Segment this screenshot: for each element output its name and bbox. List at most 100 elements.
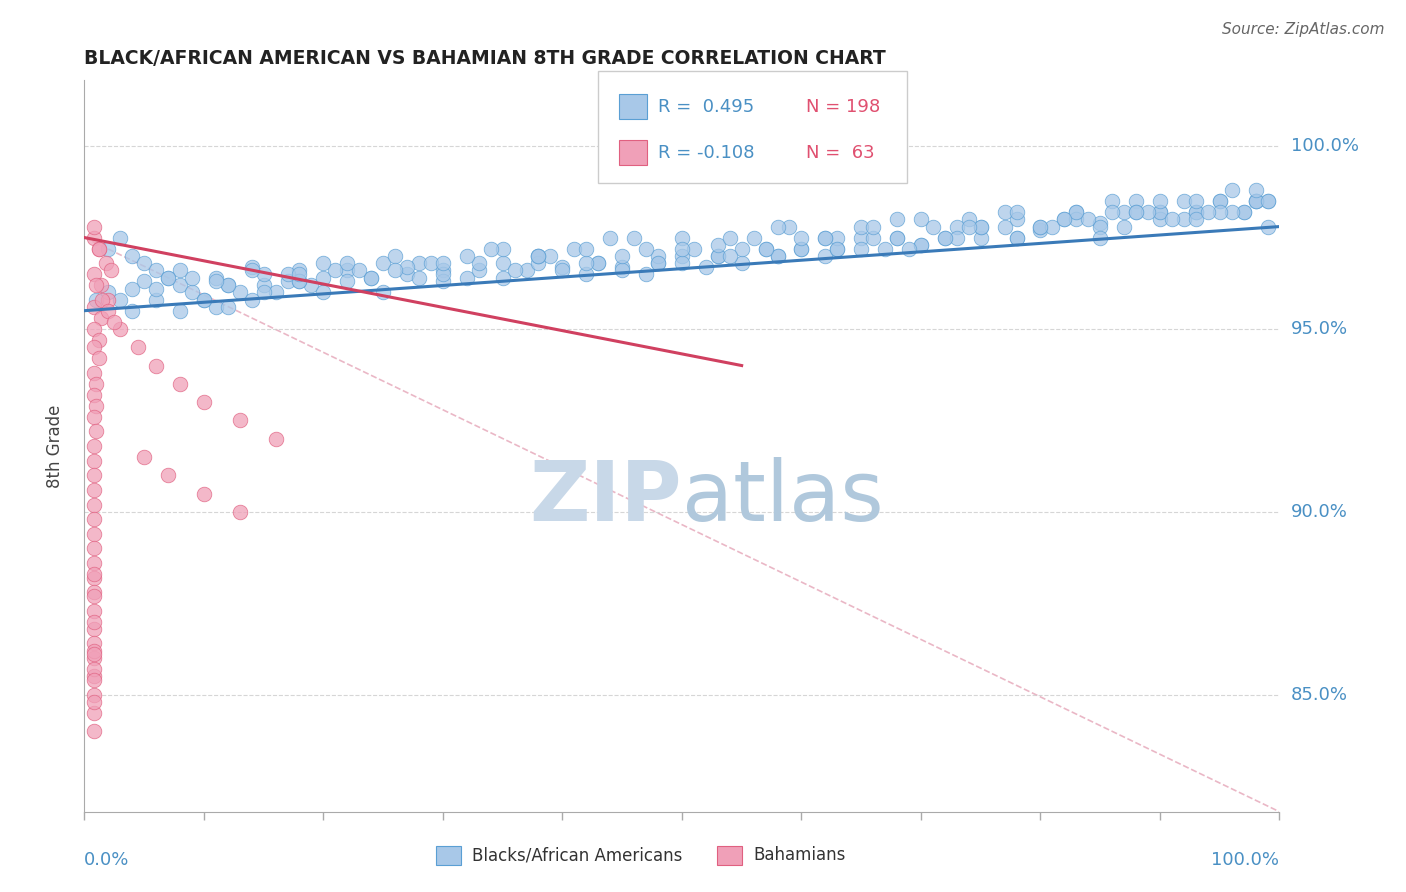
Point xyxy=(87,351,110,366)
Point xyxy=(432,274,454,288)
Point xyxy=(110,293,132,307)
Point xyxy=(145,359,167,373)
Point xyxy=(503,263,526,277)
Text: ZIP: ZIP xyxy=(530,457,682,538)
Point xyxy=(575,267,598,281)
Point xyxy=(217,278,239,293)
Point xyxy=(1114,205,1136,219)
Point xyxy=(83,673,105,687)
Point xyxy=(121,303,143,318)
Point xyxy=(181,285,204,300)
Point xyxy=(671,249,693,263)
Point xyxy=(779,219,801,234)
Text: R = -0.108: R = -0.108 xyxy=(658,144,755,161)
Point xyxy=(145,263,167,277)
Point xyxy=(718,230,741,244)
Point xyxy=(1005,212,1028,227)
Text: 95.0%: 95.0% xyxy=(1291,320,1348,338)
Point xyxy=(83,300,105,314)
Point xyxy=(157,468,180,483)
Point xyxy=(1185,212,1208,227)
Text: N = 198: N = 198 xyxy=(806,97,880,116)
Point xyxy=(229,285,252,300)
Point xyxy=(277,274,299,288)
Point xyxy=(564,242,586,256)
Point xyxy=(83,322,105,336)
Point xyxy=(169,303,191,318)
Point xyxy=(827,242,849,256)
Point xyxy=(288,267,311,281)
Point xyxy=(755,242,778,256)
Point xyxy=(1209,205,1232,219)
Point xyxy=(205,300,228,314)
Point xyxy=(1125,205,1147,219)
Point xyxy=(432,267,454,281)
Point xyxy=(1114,219,1136,234)
Point xyxy=(492,242,515,256)
Point xyxy=(336,263,359,277)
Point xyxy=(1029,223,1052,237)
Point xyxy=(83,648,105,662)
Text: 100.0%: 100.0% xyxy=(1291,137,1358,155)
Point xyxy=(83,409,105,424)
Point xyxy=(420,256,443,270)
Point xyxy=(229,505,252,519)
Point xyxy=(193,486,215,500)
Point xyxy=(671,256,693,270)
Point xyxy=(827,242,849,256)
Point xyxy=(193,395,215,409)
Point xyxy=(1233,205,1256,219)
Point xyxy=(636,242,658,256)
Point xyxy=(325,263,347,277)
Point xyxy=(862,219,884,234)
Point xyxy=(100,263,122,277)
Point xyxy=(970,219,993,234)
Point xyxy=(612,260,634,274)
Point xyxy=(384,249,406,263)
Point xyxy=(1101,205,1123,219)
Point xyxy=(83,483,105,497)
Point xyxy=(90,278,112,293)
Point xyxy=(1173,212,1195,227)
Point xyxy=(121,282,143,296)
Point xyxy=(288,263,311,277)
Point xyxy=(1137,205,1160,219)
Point xyxy=(97,285,120,300)
Point xyxy=(755,242,778,256)
Point xyxy=(157,270,180,285)
Point xyxy=(384,263,406,277)
Point xyxy=(790,242,813,256)
Point xyxy=(683,242,706,256)
Point xyxy=(83,688,105,702)
Point xyxy=(83,695,105,709)
Point xyxy=(312,256,335,270)
Point xyxy=(193,293,215,307)
Point xyxy=(1209,194,1232,208)
Point xyxy=(132,274,156,288)
Point xyxy=(766,249,789,263)
Point xyxy=(766,219,789,234)
Point xyxy=(83,644,105,658)
Point xyxy=(1220,205,1243,219)
Point xyxy=(814,230,837,244)
Point xyxy=(862,230,884,244)
Point xyxy=(97,303,120,318)
Point xyxy=(1077,212,1099,227)
Point xyxy=(695,260,717,274)
Point xyxy=(253,285,276,300)
Point xyxy=(1125,205,1147,219)
Point xyxy=(1005,230,1028,244)
Point xyxy=(527,249,550,263)
Point xyxy=(527,249,550,263)
Y-axis label: 8th Grade: 8th Grade xyxy=(45,404,63,488)
Point xyxy=(540,249,562,263)
Point xyxy=(1066,212,1088,227)
Point xyxy=(132,450,156,464)
Point xyxy=(886,230,908,244)
Point xyxy=(516,263,538,277)
Point xyxy=(87,242,110,256)
Point xyxy=(1257,194,1279,208)
Point xyxy=(121,249,143,263)
Point xyxy=(898,242,921,256)
Point xyxy=(277,267,299,281)
